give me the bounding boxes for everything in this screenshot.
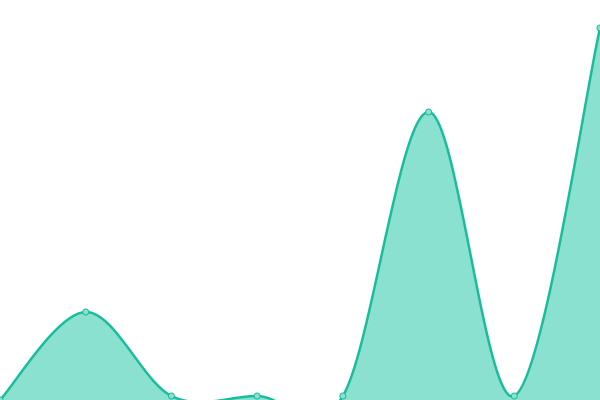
point bbox=[82, 308, 90, 316]
point bbox=[425, 108, 433, 116]
point bbox=[167, 392, 175, 400]
point bbox=[510, 392, 518, 400]
point bbox=[0, 396, 4, 400]
area bbox=[0, 28, 600, 400]
line bbox=[0, 27, 600, 400]
point bbox=[596, 24, 600, 32]
point bbox=[253, 392, 261, 400]
point bbox=[339, 392, 347, 400]
